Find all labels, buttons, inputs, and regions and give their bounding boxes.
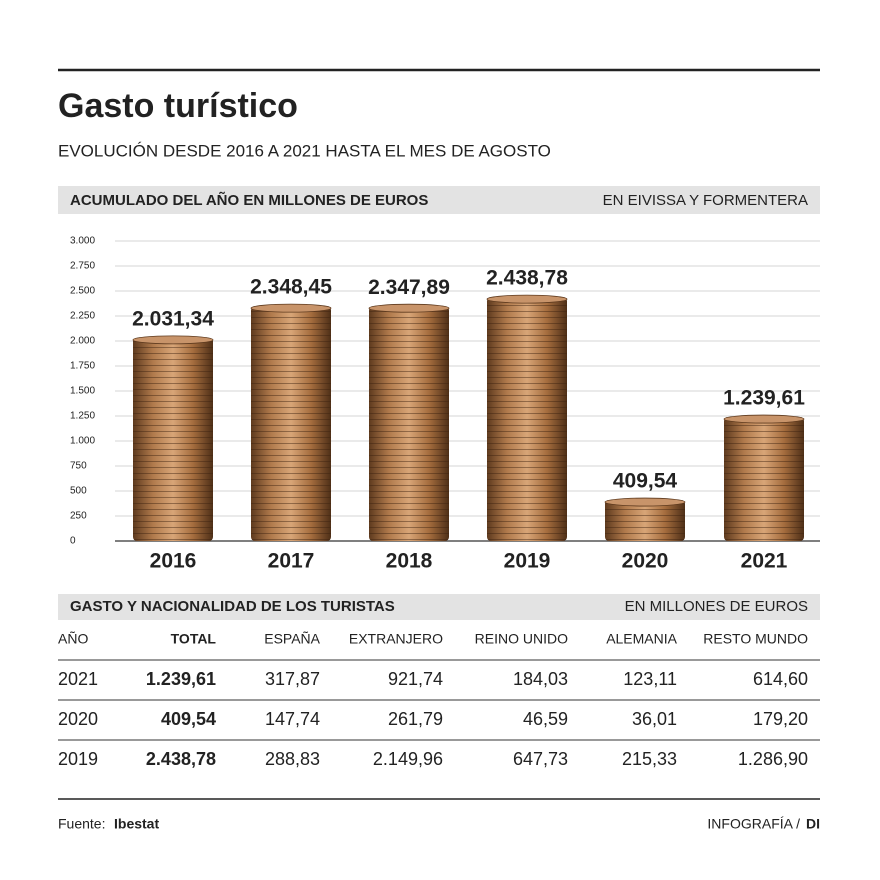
table-cell: 147,74	[265, 709, 320, 729]
value-label: 2.347,89	[368, 276, 450, 299]
bar-top	[604, 497, 686, 507]
y-tick-label: 500	[70, 486, 87, 497]
x-tick-label: 2017	[268, 550, 315, 573]
table: AÑO TOTAL ESPAÑA EXTRANJERO REINO UNIDO ALEMA…	[58, 631, 820, 769]
table-cell: 1.286,90	[738, 749, 808, 769]
table-cell: 2.438,78	[146, 749, 216, 769]
credit-label: INFOGRAFÍA /	[707, 816, 800, 832]
bar-top	[486, 294, 568, 304]
x-tick-label: 2021	[741, 550, 788, 573]
bar-top	[132, 335, 214, 345]
y-tick-label: 2.750	[70, 261, 95, 272]
table-cell: 317,87	[265, 669, 320, 689]
table-cell: 179,20	[753, 709, 808, 729]
value-label: 2.031,34	[132, 307, 214, 330]
table-cell: 1.239,61	[146, 669, 216, 689]
y-tick-label: 0	[70, 536, 76, 547]
table-cell: 614,60	[753, 669, 808, 689]
table-cell: 36,01	[632, 709, 677, 729]
value-label: 2.348,45	[250, 276, 332, 299]
x-tick-label: 2018	[386, 550, 433, 573]
section-note: EN MILLONES DE EUROS	[625, 598, 808, 615]
y-tick-label: 3.000	[70, 236, 95, 247]
table-cell: 261,79	[388, 709, 443, 729]
y-tick-label: 1.250	[70, 411, 95, 422]
table-cell: 409,54	[161, 709, 216, 729]
table-cell: 288,83	[265, 749, 320, 769]
table-cell: 215,33	[622, 749, 677, 769]
bar-top	[723, 414, 805, 424]
y-tick-label: 2.250	[70, 311, 95, 322]
value-label: 2.438,78	[486, 267, 568, 290]
x-tick-label: 2020	[622, 550, 669, 573]
table-cell: 46,59	[523, 709, 568, 729]
source-label: Fuente:	[58, 816, 105, 832]
table-cell: 2020	[58, 709, 98, 729]
table-cell: 921,74	[388, 669, 443, 689]
bar-texture	[369, 306, 449, 541]
y-tick-label: 2.500	[70, 286, 95, 297]
table-cell: 184,03	[513, 669, 568, 689]
title: Gasto turístico	[58, 87, 298, 125]
section-title: GASTO Y NACIONALIDAD DE LOS TURISTAS	[70, 598, 395, 615]
bar-texture	[133, 337, 213, 541]
column-header: EXTRANJERO	[349, 631, 443, 647]
subtitle: EVOLUCIÓN DESDE 2016 A 2021 HASTA EL MES…	[58, 141, 551, 160]
bar-texture	[487, 297, 567, 541]
value-label: 1.239,61	[723, 387, 805, 410]
column-header: RESTO MUNDO	[703, 631, 808, 647]
table-cell: 2019	[58, 749, 98, 769]
table-cell: 2021	[58, 669, 98, 689]
section-title: ACUMULADO DEL AÑO EN MILLONES DE EUROS	[70, 191, 428, 209]
y-tick-label: 1.000	[70, 436, 95, 447]
column-header: ALEMANIA	[606, 631, 677, 647]
table-cell: 647,73	[513, 749, 568, 769]
y-tick-label: 1.750	[70, 361, 95, 372]
table-cell: 123,11	[623, 669, 677, 689]
y-tick-label: 250	[70, 511, 87, 522]
bar-top	[368, 303, 450, 313]
y-tick-label: 750	[70, 461, 87, 472]
column-header: AÑO	[58, 631, 88, 647]
bar-texture	[251, 306, 331, 541]
x-tick-label: 2016	[150, 550, 197, 573]
section-band	[58, 594, 820, 620]
bar-texture	[605, 500, 685, 541]
value-label: 409,54	[613, 470, 678, 493]
section-band	[58, 186, 820, 214]
section-note: EN EIVISSA Y FORMENTERA	[603, 192, 808, 209]
chart: 0 250 500 750 1.000 1.250 1.500 1.750 2.000 2.250…	[70, 236, 820, 573]
y-tick-label: 1.500	[70, 386, 95, 397]
bar-texture	[724, 417, 804, 541]
bar-top	[250, 303, 332, 313]
x-tick-label: 2019	[504, 550, 551, 573]
column-header: TOTAL	[171, 631, 217, 647]
credit: DI	[806, 816, 820, 832]
source: Ibestat	[114, 816, 159, 832]
y-tick-label: 2.000	[70, 336, 95, 347]
column-header: ESPAÑA	[264, 631, 320, 647]
column-header: REINO UNIDO	[475, 631, 568, 647]
table-cell: 2.149,96	[373, 749, 443, 769]
